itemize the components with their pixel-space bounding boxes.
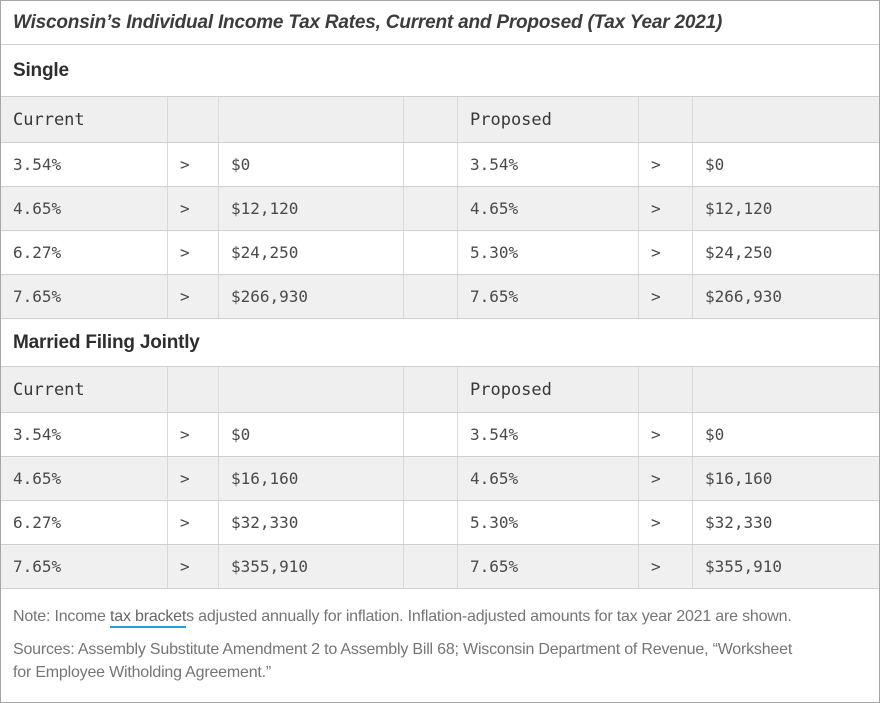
spacer-cell bbox=[219, 367, 404, 412]
spacer-cell bbox=[219, 97, 404, 142]
current-rate-cell: 7.65% bbox=[1, 545, 168, 588]
current-rate-cell: 4.65% bbox=[1, 187, 168, 230]
table-row: 3.54% > $0 3.54% > $0 bbox=[1, 413, 879, 457]
greater-than-cell: > bbox=[168, 501, 219, 544]
proposed-column-header: Proposed bbox=[458, 367, 639, 412]
note-text: Note: Income tax brackets adjusted annua… bbox=[13, 605, 867, 628]
greater-than-cell: > bbox=[639, 501, 693, 544]
greater-than-cell: > bbox=[168, 275, 219, 318]
section-header-single: Single bbox=[1, 45, 879, 97]
table-row: 6.27% > $32,330 5.30% > $32,330 bbox=[1, 501, 879, 545]
table-title-row: Wisconsin’s Individual Income Tax Rates,… bbox=[1, 1, 879, 45]
proposed-rate-cell: 7.65% bbox=[458, 275, 639, 318]
greater-than-cell: > bbox=[639, 231, 693, 274]
current-bracket-cell: $32,330 bbox=[219, 501, 404, 544]
table-row: 6.27% > $24,250 5.30% > $24,250 bbox=[1, 231, 879, 275]
spacer-cell bbox=[168, 367, 219, 412]
current-column-header: Current bbox=[1, 97, 168, 142]
spacer-cell bbox=[639, 367, 693, 412]
current-rate-cell: 6.27% bbox=[1, 231, 168, 274]
proposed-bracket-cell: $24,250 bbox=[705, 243, 773, 262]
proposed-bracket-cell: $355,910 bbox=[705, 557, 783, 576]
column-header-row-married: Current Proposed bbox=[1, 367, 879, 413]
single-rows-container: 3.54% > $0 3.54% > $0 4.65% > $12,120 4.65% > $12,1… bbox=[1, 143, 879, 319]
proposed-rate-cell: 3.54% bbox=[458, 143, 639, 186]
table-row: 7.65% > $266,930 7.65% > $266,930 bbox=[1, 275, 879, 319]
current-bracket-cell: $0 bbox=[219, 143, 404, 186]
spacer-cell bbox=[404, 97, 458, 142]
tax-brackets-link[interactable]: tax bracket bbox=[110, 608, 186, 628]
section-label: Single bbox=[13, 59, 69, 81]
current-rate-cell: 3.54% bbox=[1, 413, 168, 456]
spacer-cell bbox=[404, 501, 458, 544]
note-prefix: Note: Income bbox=[13, 608, 111, 625]
table-row: 3.54% > $0 3.54% > $0 bbox=[1, 143, 879, 187]
greater-than-cell: > bbox=[168, 545, 219, 588]
proposed-bracket-cell: $266,930 bbox=[705, 287, 783, 306]
current-bracket-cell: $12,120 bbox=[219, 187, 404, 230]
table-row: 4.65% > $12,120 4.65% > $12,120 bbox=[1, 187, 879, 231]
page-title: Wisconsin’s Individual Income Tax Rates,… bbox=[13, 11, 723, 33]
proposed-column-header: Proposed bbox=[458, 97, 639, 142]
note-suffix: s adjusted annually for inflation. Infla… bbox=[186, 608, 792, 625]
sources-text: Sources: Assembly Substitute Amendment 2… bbox=[13, 638, 867, 684]
spacer-cell bbox=[639, 97, 693, 142]
spacer-cell bbox=[404, 545, 458, 588]
proposed-bracket-cell: $0 bbox=[705, 155, 725, 174]
greater-than-cell: > bbox=[639, 457, 693, 500]
section-label: Married Filing Jointly bbox=[13, 331, 200, 353]
proposed-bracket-cell: $32,330 bbox=[705, 513, 773, 532]
table-footer: Note: Income tax brackets adjusted annua… bbox=[1, 589, 879, 702]
proposed-rate-cell: 5.30% bbox=[458, 231, 639, 274]
spacer-cell bbox=[404, 143, 458, 186]
proposed-rate-cell: 3.54% bbox=[458, 413, 639, 456]
column-header-row-single: Current Proposed bbox=[1, 97, 879, 143]
proposed-bracket-cell: $16,160 bbox=[705, 469, 773, 488]
greater-than-cell: > bbox=[168, 231, 219, 274]
greater-than-cell: > bbox=[639, 143, 693, 186]
spacer-cell bbox=[404, 457, 458, 500]
spacer-cell bbox=[404, 413, 458, 456]
proposed-rate-cell: 4.65% bbox=[458, 457, 639, 500]
current-bracket-cell: $0 bbox=[219, 413, 404, 456]
spacer-cell bbox=[404, 367, 458, 412]
sources-line: Sources: Assembly Substitute Amendment 2… bbox=[13, 641, 793, 659]
married-rows-container: 3.54% > $0 3.54% > $0 4.65% > $16,160 4.65% > $16,1… bbox=[1, 413, 879, 589]
sources-line: for Employee Witholding Agreement.” bbox=[13, 664, 272, 682]
greater-than-cell: > bbox=[639, 413, 693, 456]
current-bracket-cell: $355,910 bbox=[219, 545, 404, 588]
greater-than-cell: > bbox=[168, 413, 219, 456]
current-rate-cell: 7.65% bbox=[1, 275, 168, 318]
proposed-rate-cell: 4.65% bbox=[458, 187, 639, 230]
current-rate-cell: 3.54% bbox=[1, 143, 168, 186]
greater-than-cell: > bbox=[168, 187, 219, 230]
proposed-rate-cell: 5.30% bbox=[458, 501, 639, 544]
spacer-cell bbox=[693, 367, 879, 412]
greater-than-cell: > bbox=[168, 457, 219, 500]
greater-than-cell: > bbox=[639, 545, 693, 588]
spacer-cell bbox=[404, 231, 458, 274]
table-row: 4.65% > $16,160 4.65% > $16,160 bbox=[1, 457, 879, 501]
spacer-cell bbox=[693, 97, 879, 142]
proposed-bracket-cell: $12,120 bbox=[705, 199, 773, 218]
current-bracket-cell: $16,160 bbox=[219, 457, 404, 500]
current-bracket-cell: $266,930 bbox=[219, 275, 404, 318]
proposed-bracket-cell: $0 bbox=[705, 425, 725, 444]
proposed-rate-cell: 7.65% bbox=[458, 545, 639, 588]
spacer-cell bbox=[168, 97, 219, 142]
current-bracket-cell: $24,250 bbox=[219, 231, 404, 274]
greater-than-cell: > bbox=[168, 143, 219, 186]
greater-than-cell: > bbox=[639, 275, 693, 318]
table-row: 7.65% > $355,910 7.65% > $355,910 bbox=[1, 545, 879, 589]
current-column-header: Current bbox=[1, 367, 168, 412]
spacer-cell bbox=[404, 275, 458, 318]
greater-than-cell: > bbox=[639, 187, 693, 230]
current-rate-cell: 6.27% bbox=[1, 501, 168, 544]
current-rate-cell: 4.65% bbox=[1, 457, 168, 500]
spacer-cell bbox=[404, 187, 458, 230]
section-header-married: Married Filing Jointly bbox=[1, 319, 879, 367]
